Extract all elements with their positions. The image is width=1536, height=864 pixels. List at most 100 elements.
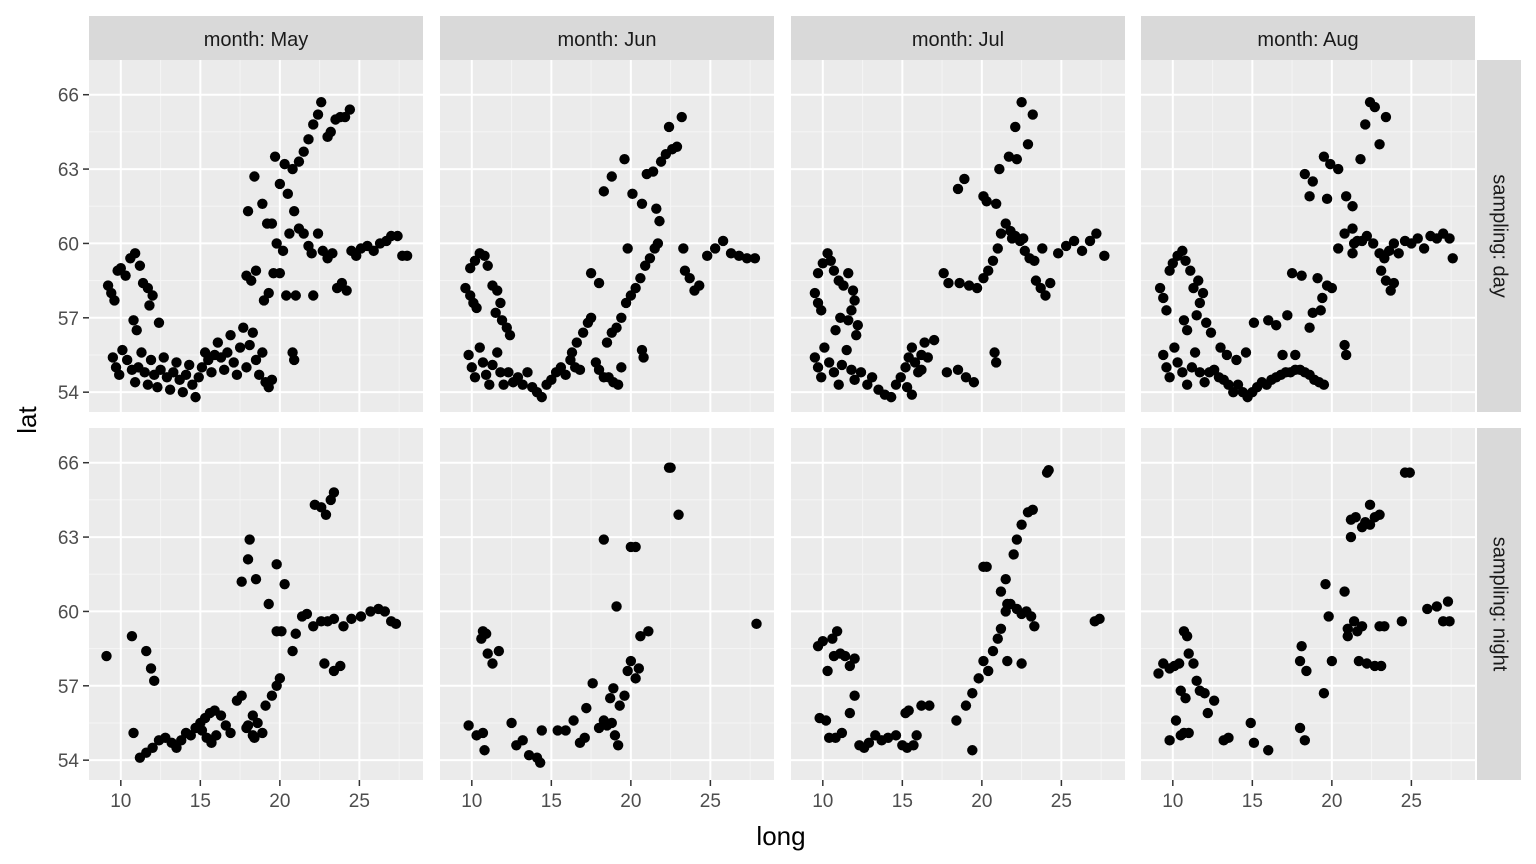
data-point: [981, 561, 992, 573]
data-point: [244, 339, 255, 351]
data-point: [176, 735, 187, 746]
data-point: [903, 705, 914, 716]
data-point: [614, 700, 625, 711]
data-point: [1393, 248, 1404, 259]
data-point: [812, 267, 824, 279]
data-point: [916, 364, 927, 376]
data-point: [155, 364, 166, 376]
data-point: [1197, 287, 1209, 299]
data-point: [952, 183, 964, 195]
data-point: [1347, 223, 1358, 234]
data-point: [585, 312, 597, 324]
data-point: [266, 218, 278, 229]
data-point: [598, 186, 610, 197]
data-point: [836, 359, 848, 371]
data-point: [1348, 238, 1360, 249]
data-point: [147, 290, 158, 301]
data-point: [1215, 342, 1226, 353]
data-point: [287, 163, 298, 175]
data-point: [612, 379, 624, 390]
data-point: [702, 250, 713, 262]
data-point: [258, 295, 270, 306]
y-tick-label: 54: [58, 751, 80, 772]
data-point: [1307, 176, 1318, 187]
data-point: [1027, 504, 1038, 516]
data-point: [622, 243, 633, 254]
data-point: [222, 347, 233, 358]
data-point: [866, 372, 878, 383]
data-point: [466, 362, 478, 373]
data-point: [1186, 362, 1198, 373]
data-point: [1396, 616, 1408, 627]
data-point: [835, 312, 846, 324]
x-tick-label: 20: [1321, 791, 1342, 812]
data-point: [963, 280, 975, 291]
data-point: [566, 347, 578, 358]
data-point: [536, 391, 547, 403]
data-point: [1368, 238, 1379, 249]
data-point: [663, 121, 675, 133]
data-point: [1388, 277, 1400, 289]
data-point: [225, 329, 236, 341]
data-point: [257, 198, 268, 209]
data-point: [335, 660, 346, 672]
data-point: [177, 386, 189, 398]
data-point: [1228, 386, 1239, 398]
data-point: [338, 621, 349, 632]
data-point: [619, 690, 630, 701]
data-point: [460, 282, 471, 294]
data-point: [260, 700, 271, 711]
data-point: [506, 717, 517, 729]
data-point: [490, 307, 501, 319]
data-point: [503, 367, 514, 378]
data-point: [1091, 228, 1102, 239]
data-point: [886, 391, 897, 403]
data-point: [1201, 317, 1212, 328]
data-point: [973, 673, 984, 684]
data-point: [1342, 623, 1353, 634]
data-point: [581, 702, 592, 714]
data-point: [274, 267, 286, 279]
data-point: [215, 710, 227, 721]
x-tick-label: 25: [1051, 791, 1072, 812]
x-tick-label: 25: [700, 791, 721, 812]
data-point: [838, 280, 849, 291]
data-point: [279, 578, 290, 590]
data-point: [823, 357, 835, 368]
data-point: [1340, 191, 1352, 202]
data-point: [679, 265, 691, 276]
data-point: [465, 263, 476, 274]
data-point: [196, 362, 208, 373]
data-point: [593, 364, 605, 376]
data-point: [1199, 377, 1210, 388]
data-point: [484, 379, 495, 390]
data-point: [308, 290, 319, 301]
data-point: [1321, 193, 1333, 205]
data-point: [1045, 277, 1056, 289]
data-point: [492, 285, 503, 296]
data-point: [469, 372, 481, 383]
data-point: [833, 379, 844, 390]
data-point: [250, 574, 262, 585]
data-point: [1003, 151, 1015, 162]
data-point: [139, 367, 150, 378]
data-point: [190, 391, 201, 403]
data-point: [1333, 163, 1344, 175]
data-point: [1369, 101, 1381, 113]
data-point: [863, 737, 875, 749]
data-point: [1360, 119, 1371, 130]
data-point: [1094, 613, 1105, 625]
data-point: [725, 248, 737, 259]
data-point: [487, 658, 498, 669]
data-point: [1099, 250, 1110, 262]
panel-r0-c3: [1141, 60, 1475, 412]
data-point: [241, 362, 252, 373]
data-point: [1422, 603, 1433, 615]
data-point: [1185, 265, 1196, 276]
data-point: [1019, 245, 1030, 257]
data-point: [560, 725, 571, 736]
data-point: [644, 253, 656, 264]
data-point: [612, 740, 624, 751]
data-point: [274, 673, 286, 684]
